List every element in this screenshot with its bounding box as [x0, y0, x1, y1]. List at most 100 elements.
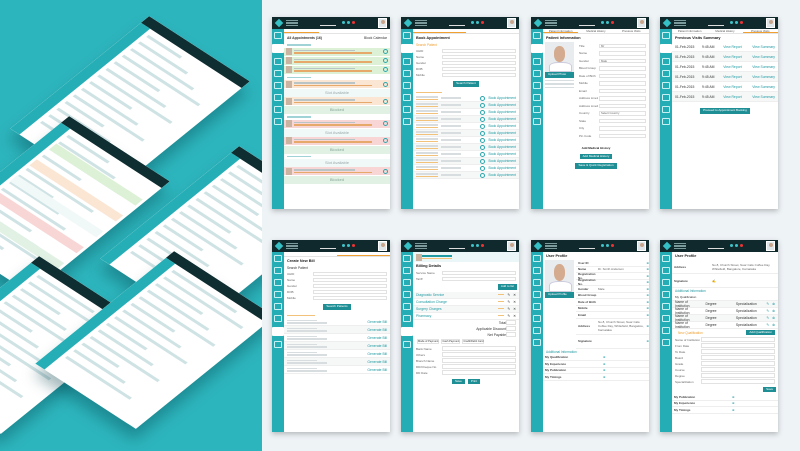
field-action-icon[interactable]: ⊕ [646, 260, 649, 265]
search-icon[interactable] [730, 244, 733, 247]
user-avatar[interactable] [637, 18, 646, 28]
search-icon[interactable] [601, 21, 604, 24]
add-user-icon[interactable] [403, 106, 411, 113]
field-action-icon[interactable]: ⊕ [646, 339, 649, 343]
delete-icon[interactable]: ✕ [513, 306, 516, 311]
book-appointment-link[interactable]: Book Appointment [488, 96, 516, 101]
appointment-row[interactable] [284, 56, 390, 66]
add-patient-icon[interactable] [274, 255, 282, 262]
user-avatar[interactable] [637, 241, 646, 251]
field-input[interactable] [313, 289, 387, 295]
expand-icon[interactable]: ⊕ [603, 368, 606, 373]
mail-icon[interactable] [274, 315, 282, 322]
field-input[interactable] [599, 96, 646, 101]
book-appointment-link[interactable]: Book Appointment [488, 152, 516, 157]
tab-0[interactable]: Patient Information [677, 29, 702, 33]
slot-blocked[interactable]: Blocked [284, 176, 390, 184]
home-icon[interactable] [662, 291, 670, 298]
delete-icon[interactable]: ✕ [513, 292, 516, 297]
search-icon[interactable] [471, 21, 474, 24]
user-avatar[interactable] [766, 241, 775, 251]
settings-icon[interactable] [347, 21, 350, 24]
book-appointment-link[interactable]: Book Appointment [488, 103, 516, 108]
book-appointment-link[interactable]: Book Appointment [488, 124, 516, 129]
create-new-bill[interactable]: Create New Bill [287, 259, 315, 263]
add-patient-icon[interactable] [662, 32, 670, 39]
delete-icon[interactable]: ⊗ [772, 322, 775, 327]
field-input[interactable] [442, 72, 516, 78]
tab-0[interactable] [284, 252, 337, 256]
book-appointment-link[interactable]: Book Appointment [488, 117, 516, 122]
appointments-filter[interactable]: All Appointments (16) [287, 36, 322, 40]
profile-section[interactable]: My Publication ⊕ [672, 394, 778, 401]
field-input[interactable] [313, 277, 387, 283]
view-summary-link[interactable]: View Summary [752, 54, 775, 59]
book-appointment-link[interactable]: Book Appointment [488, 131, 516, 136]
edit-icon[interactable]: ✎ [766, 308, 770, 313]
status-icon[interactable] [383, 49, 388, 54]
appointment-row[interactable] [284, 65, 390, 75]
edit-icon[interactable] [403, 279, 411, 286]
field-input[interactable] [701, 343, 775, 348]
upload-photo-button[interactable]: Upload Photo [545, 72, 574, 78]
proceed-to-booking-button[interactable]: Proceed to Appointment Booking [700, 108, 750, 114]
expand-icon[interactable]: ⊕ [603, 355, 606, 360]
settings-icon[interactable] [476, 21, 479, 24]
print-button[interactable]: Print [467, 378, 480, 385]
add-medical-history-button[interactable]: Add Medical History [579, 153, 613, 160]
edit-icon[interactable] [403, 58, 411, 65]
generate-bill-link[interactable]: Generate Bill [367, 343, 387, 348]
report-icon[interactable] [403, 341, 411, 348]
view-report-link[interactable]: View Report [723, 44, 742, 49]
field-action-icon[interactable]: ⊕ [646, 324, 649, 328]
view-report-link[interactable]: View Report [723, 74, 742, 79]
mail-icon[interactable] [533, 315, 541, 322]
field-input[interactable] [599, 118, 646, 123]
report-icon[interactable] [403, 118, 411, 125]
view-summary-link[interactable]: View Summary [752, 84, 775, 89]
field-input[interactable] [701, 361, 775, 366]
appointment-row[interactable] [284, 167, 390, 176]
home-icon[interactable] [533, 70, 541, 77]
field-input[interactable] [313, 283, 387, 289]
book-icon[interactable] [480, 109, 486, 115]
expand-icon[interactable]: ⊕ [732, 407, 735, 412]
add-user-icon[interactable] [533, 106, 541, 113]
view-report-link[interactable]: View Report [723, 94, 742, 99]
my-qualification-header[interactable]: My Qualification [672, 294, 778, 301]
report-icon[interactable] [662, 339, 670, 346]
report-icon[interactable] [533, 339, 541, 346]
home-icon[interactable] [403, 291, 411, 298]
status-icon[interactable] [383, 98, 388, 104]
add-user-icon[interactable] [274, 106, 282, 113]
appointment-row[interactable] [284, 97, 390, 106]
status-icon[interactable] [383, 67, 388, 72]
field-input[interactable] [442, 352, 516, 357]
field-action-icon[interactable]: ⊕ [646, 273, 649, 278]
add-patient-icon[interactable] [533, 255, 541, 262]
field-input[interactable]: Male [599, 58, 646, 63]
book-appointment-link[interactable]: Book Appointment [488, 145, 516, 150]
tab-0[interactable]: Patient Information [543, 29, 579, 33]
field-action-icon[interactable]: ⊕ [646, 293, 649, 298]
calendar-icon[interactable] [533, 267, 541, 274]
clipboard-icon[interactable] [662, 82, 670, 89]
notification-icon[interactable] [352, 244, 355, 247]
slot-available[interactable]: Slot Available [284, 159, 390, 167]
field-action-icon[interactable]: ⊕ [646, 299, 649, 304]
view-summary-link[interactable]: View Summary [752, 74, 775, 79]
book-icon[interactable] [480, 144, 486, 150]
edit-icon[interactable]: ✎ [766, 301, 770, 306]
clipboard-icon[interactable] [403, 303, 411, 310]
mail-icon[interactable] [274, 94, 282, 101]
field-input[interactable] [313, 271, 387, 277]
view-summary-link[interactable]: View Summary [752, 64, 775, 69]
add-user-icon[interactable] [662, 106, 670, 113]
field-input[interactable] [599, 103, 646, 108]
field-input[interactable] [442, 60, 516, 66]
generate-bill-link[interactable]: Generate Bill [367, 327, 387, 332]
field-input[interactable] [442, 48, 516, 54]
field-input[interactable] [701, 349, 775, 354]
add-user-icon[interactable] [401, 327, 413, 336]
field-input[interactable] [701, 355, 775, 360]
